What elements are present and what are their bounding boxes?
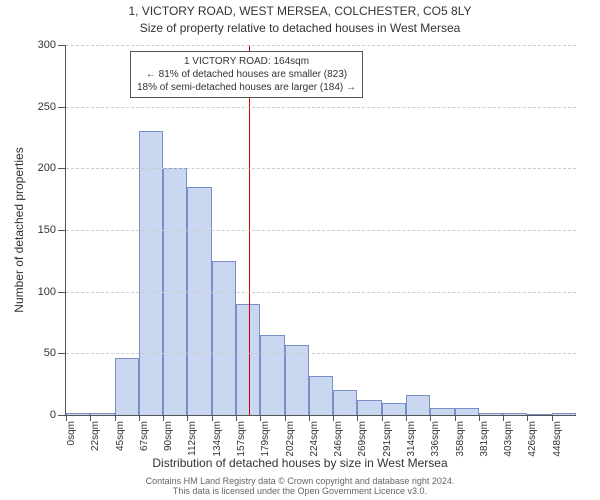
y-tick: [58, 230, 65, 231]
x-tick-label: 22sqm: [90, 421, 101, 451]
y-tick-label: 150: [38, 224, 56, 236]
y-tick-label: 300: [38, 39, 56, 51]
histogram-bar: [333, 390, 357, 415]
footer-line1: Contains HM Land Registry data © Crown c…: [0, 476, 600, 486]
x-tick-label: 403sqm: [503, 421, 514, 457]
histogram-bar: [430, 408, 454, 415]
footer: Contains HM Land Registry data © Crown c…: [0, 476, 600, 496]
histogram-bar: [357, 400, 381, 415]
footer-line2: This data is licensed under the Open Gov…: [0, 486, 600, 496]
histogram-bar: [139, 131, 163, 415]
x-tick-label: 269sqm: [357, 421, 368, 457]
x-tick-label: 67sqm: [139, 421, 150, 451]
y-tick: [58, 353, 65, 354]
histogram-bar: [187, 187, 211, 415]
x-tick-label: 202sqm: [285, 421, 296, 457]
annotation-line1: 1 VICTORY ROAD: 164sqm: [137, 55, 356, 68]
y-tick-label: 250: [38, 101, 56, 113]
chart-title-sub: Size of property relative to detached ho…: [0, 21, 600, 35]
annotation-line2: ← 81% of detached houses are smaller (82…: [137, 68, 356, 81]
y-tick-label: 0: [50, 409, 56, 421]
histogram-bar: [455, 408, 479, 415]
y-tick: [58, 45, 65, 46]
grid-line: [66, 107, 576, 108]
histogram-bar: [285, 345, 309, 415]
y-tick-label: 200: [38, 162, 56, 174]
plot-area: 0sqm22sqm45sqm67sqm90sqm112sqm134sqm157s…: [65, 45, 576, 416]
y-tick: [58, 292, 65, 293]
x-tick-label: 381sqm: [479, 421, 490, 457]
x-tick-label: 358sqm: [455, 421, 466, 457]
histogram-bar: [90, 413, 114, 415]
x-tick-label: 112sqm: [187, 421, 198, 456]
chart-container: 1, VICTORY ROAD, WEST MERSEA, COLCHESTER…: [0, 0, 600, 500]
y-tick: [58, 415, 65, 416]
x-tick-label: 246sqm: [333, 421, 344, 457]
y-tick-label: 100: [38, 286, 56, 298]
grid-line: [66, 168, 576, 169]
x-tick-label: 90sqm: [163, 421, 174, 451]
grid-line: [66, 353, 576, 354]
x-tick-label: 157sqm: [236, 421, 247, 457]
x-tick-label: 134sqm: [212, 421, 223, 457]
grid-line: [66, 45, 576, 46]
annotation-box: 1 VICTORY ROAD: 164sqm ← 81% of detached…: [130, 51, 363, 98]
x-tick-label: 448sqm: [552, 421, 563, 457]
x-tick-label: 224sqm: [309, 421, 320, 457]
histogram-bar: [552, 413, 576, 415]
histogram-bar: [503, 413, 527, 415]
x-tick-label: 336sqm: [430, 421, 441, 457]
x-tick-label: 314sqm: [406, 421, 417, 457]
chart-title-main: 1, VICTORY ROAD, WEST MERSEA, COLCHESTER…: [0, 4, 600, 18]
grid-line: [66, 230, 576, 231]
histogram-bar: [382, 403, 406, 415]
histogram-bar: [260, 335, 284, 415]
histogram-bar: [66, 413, 90, 415]
x-tick-label: 179sqm: [260, 421, 271, 457]
histogram-bar: [479, 413, 503, 415]
y-tick: [58, 168, 65, 169]
histogram-bar: [527, 414, 551, 415]
x-tick-label: 45sqm: [115, 421, 126, 451]
grid-line: [66, 292, 576, 293]
x-tick-label: 0sqm: [66, 421, 77, 445]
y-tick-label: 50: [44, 347, 56, 359]
x-tick-label: 291sqm: [382, 421, 393, 457]
x-axis-title: Distribution of detached houses by size …: [0, 456, 600, 470]
y-tick: [58, 107, 65, 108]
histogram-bar: [212, 261, 236, 415]
histogram-bar: [309, 376, 333, 415]
x-tick-label: 426sqm: [527, 421, 538, 457]
histogram-bar: [115, 358, 139, 415]
annotation-line3: 18% of semi-detached houses are larger (…: [137, 81, 356, 94]
histogram-bar: [406, 395, 430, 415]
